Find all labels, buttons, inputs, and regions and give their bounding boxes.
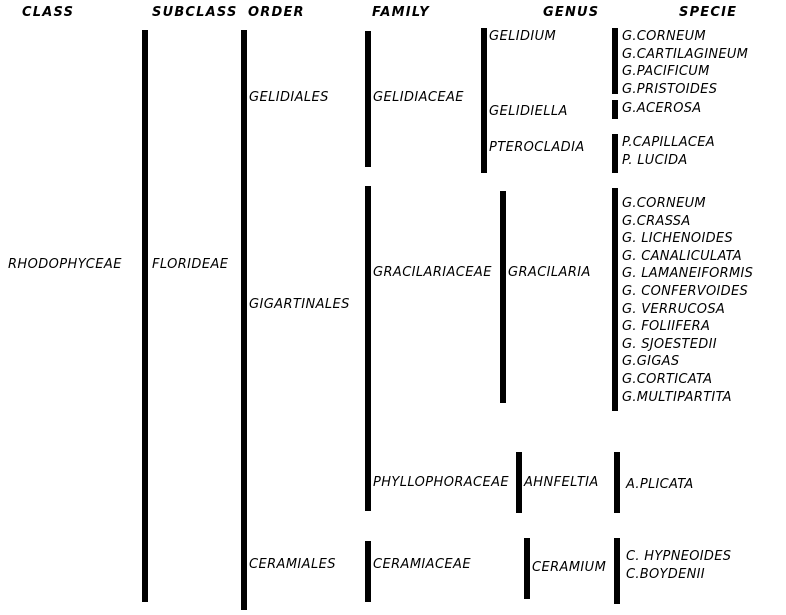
family-label-ceramiaceae: CERAMIACEAE	[373, 557, 471, 572]
specie-item: G.CORNEUM	[622, 196, 706, 211]
class-label-rhodophyceae: RHODOPHYCEAE	[8, 257, 122, 272]
specie-item: A.PLICATA	[626, 477, 694, 492]
specie-item: G. LAMANEIFORMIS	[622, 266, 754, 282]
order-bar	[241, 30, 247, 610]
ahnfeltia-species: A.PLICATA	[626, 476, 694, 494]
specie-item: G.CARTILAGINEUM	[622, 46, 749, 62]
specie-item: G. CANALICULATA	[622, 248, 742, 264]
specie-gelidium-bar	[612, 28, 618, 94]
specie-ahnfeltia-bar	[614, 452, 620, 513]
family-ceramiaceae-bar	[365, 541, 371, 602]
column-header-class: CLASS	[22, 5, 75, 20]
subclass-bar	[142, 30, 148, 602]
genus-gracilaria-bar	[500, 191, 506, 403]
family-gelidiaceae-bar	[365, 31, 371, 167]
genus-label-pterocladia: PTEROCLADIA	[489, 140, 585, 155]
specie-gelidiella-bar	[612, 100, 618, 119]
gracilaria-species: G.CORNEUM G.CRASSA G. LICHENOIDES G. CANALI…	[622, 195, 753, 406]
specie-item: G.GIGAS	[622, 354, 680, 370]
gelidiella-species: G.ACEROSA	[622, 100, 702, 118]
order-label-gelidiales: GELIDIALES	[249, 90, 329, 105]
specie-pterocladia-bar	[612, 134, 618, 173]
column-header-specie: SPECIE	[679, 5, 738, 20]
specie-item: G.CORNEUM	[622, 29, 706, 44]
ceramium-species: C. HYPNEOIDES C.BOYDENII	[626, 548, 731, 583]
specie-item: G.CRASSA	[622, 213, 691, 229]
specie-item: G.CORTICATA	[622, 371, 713, 387]
gelidium-species: G.CORNEUM G.CARTILAGINEUM G.PACIFICUM G.PRI…	[622, 28, 748, 98]
family-label-phyllophoraceae: PHYLLOPHORACEAE	[373, 475, 510, 490]
specie-item: G.ACEROSA	[622, 101, 702, 116]
genus-ceramium-bar	[524, 538, 530, 599]
subclass-label-florideae: FLORIDEAE	[152, 257, 229, 272]
family-label-gelidiaceae: GELIDIACEAE	[373, 90, 464, 105]
specie-item: G. VERRUCOSA	[622, 301, 726, 317]
column-header-genus: GENUS	[543, 5, 600, 20]
specie-item: G. FOLIIFERA	[622, 319, 711, 335]
specie-item: G. LICHENOIDES	[622, 231, 733, 247]
pterocladia-species: P.CAPILLACEA P. LUCIDA	[622, 134, 715, 169]
specie-item: P. LUCIDA	[622, 152, 688, 168]
specie-item: C.BOYDENII	[626, 566, 705, 582]
column-header-order: ORDER	[248, 5, 305, 20]
genus-label-gracilaria: GRACILARIA	[508, 265, 591, 280]
specie-item: G.PRISTOIDES	[622, 81, 718, 97]
column-header-subclass: SUBCLASS	[152, 5, 238, 20]
family-label-gracilariaceae: GRACILARIACEAE	[373, 265, 492, 280]
specie-item: G. SJOESTEDII	[622, 336, 717, 352]
column-header-family: FAMILY	[372, 5, 430, 20]
genus-ahnfeltia-bar	[516, 452, 522, 513]
specie-item: G.MULTIPARTITA	[622, 389, 732, 405]
specie-item: G. CONFERVOIDES	[622, 283, 749, 299]
specie-ceramium-bar	[614, 538, 620, 604]
specie-item: G.PACIFICUM	[622, 64, 710, 80]
genus-label-gelidiella: GELIDIELLA	[489, 104, 568, 119]
genus-label-gelidium: GELIDIUM	[489, 29, 557, 44]
specie-item: P.CAPILLACEA	[622, 135, 715, 150]
order-label-ceramiales: CERAMIALES	[249, 557, 336, 572]
genus-label-ahnfeltia: AHNFELTIA	[524, 475, 599, 490]
genus-gelidiales-bar	[481, 28, 487, 173]
specie-item: C. HYPNEOIDES	[626, 549, 732, 564]
genus-label-ceramium: CERAMIUM	[532, 560, 607, 575]
order-label-gigartinales: GIGARTINALES	[249, 297, 350, 312]
family-gracilariaceae-bar	[365, 186, 371, 511]
specie-gracilaria-bar	[612, 188, 618, 411]
